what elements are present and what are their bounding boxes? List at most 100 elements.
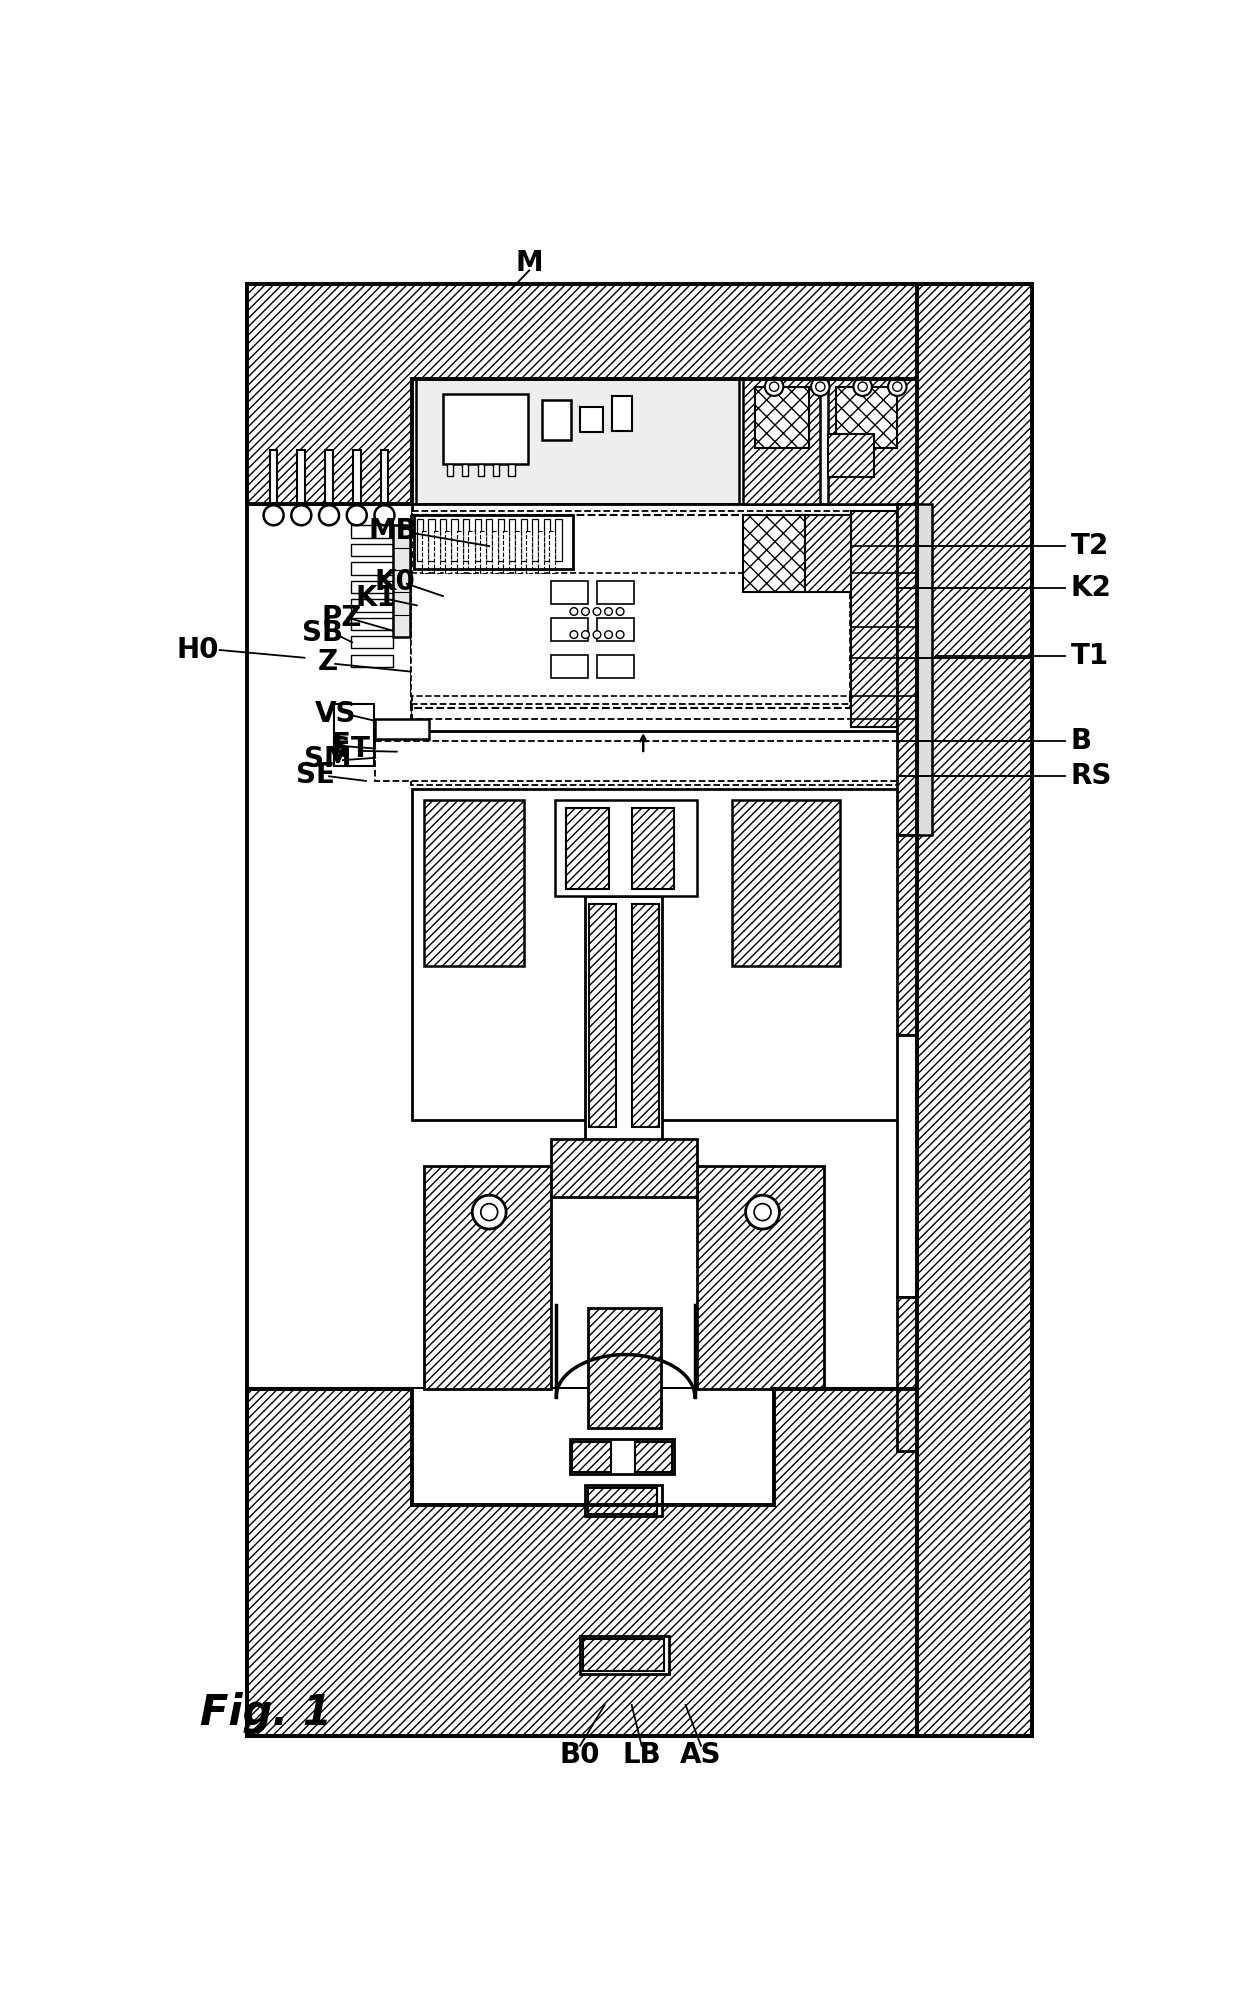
Text: B: B	[1070, 728, 1091, 754]
Bar	[732, 800, 839, 966]
Bar	[898, 1034, 916, 1296]
Text: SB: SB	[301, 619, 342, 647]
Bar	[805, 516, 851, 593]
Bar	[351, 526, 393, 538]
Circle shape	[893, 383, 901, 391]
Text: H0: H0	[177, 635, 219, 663]
Bar	[270, 450, 278, 504]
Bar	[424, 800, 523, 966]
Bar	[491, 530, 497, 573]
Bar	[551, 581, 588, 605]
Bar	[631, 903, 658, 1127]
Bar	[580, 407, 603, 431]
Circle shape	[754, 1204, 771, 1220]
Circle shape	[319, 506, 339, 526]
Bar	[551, 617, 588, 641]
Text: SM: SM	[304, 746, 351, 774]
Bar	[585, 1486, 662, 1516]
Bar	[351, 562, 393, 575]
Text: K0: K0	[374, 569, 415, 597]
Bar	[351, 617, 393, 629]
Bar	[515, 530, 521, 573]
Bar	[583, 1639, 663, 1671]
Bar	[551, 655, 588, 677]
Circle shape	[347, 506, 367, 526]
Bar	[836, 387, 898, 448]
Bar	[325, 450, 332, 504]
Text: E: E	[332, 730, 351, 758]
Circle shape	[472, 1195, 506, 1230]
Bar	[477, 464, 484, 476]
Bar	[351, 544, 393, 556]
Bar	[544, 520, 551, 562]
Bar	[743, 379, 821, 504]
Bar	[393, 526, 410, 637]
Bar	[351, 599, 393, 611]
Circle shape	[605, 631, 613, 639]
Bar	[567, 808, 609, 889]
Bar	[510, 520, 516, 562]
Text: ST: ST	[331, 736, 370, 764]
Bar	[451, 520, 458, 562]
Text: K2: K2	[1070, 575, 1111, 603]
Bar	[596, 617, 634, 641]
Circle shape	[858, 383, 867, 391]
Bar	[417, 379, 739, 504]
Bar	[898, 504, 916, 835]
Circle shape	[593, 631, 601, 639]
Text: LB: LB	[622, 1742, 661, 1768]
Bar	[916, 284, 1032, 1736]
Bar	[551, 1139, 697, 1198]
Bar	[381, 450, 388, 504]
Bar	[463, 520, 469, 562]
Bar	[556, 520, 562, 562]
Bar	[532, 520, 538, 562]
Bar	[247, 284, 916, 504]
Bar	[580, 1635, 668, 1673]
Circle shape	[570, 631, 578, 639]
Circle shape	[582, 631, 589, 639]
Bar	[526, 530, 532, 573]
Bar	[440, 520, 446, 562]
Bar	[445, 530, 451, 573]
Bar	[743, 516, 805, 593]
Bar	[851, 512, 898, 728]
Bar	[635, 1441, 672, 1472]
Circle shape	[582, 607, 589, 615]
Bar	[475, 520, 481, 562]
Text: AS: AS	[681, 1742, 722, 1768]
Bar	[412, 1389, 774, 1504]
Circle shape	[616, 607, 624, 615]
Text: PZ: PZ	[321, 603, 362, 631]
Bar	[298, 450, 305, 504]
Bar	[588, 1308, 661, 1427]
Circle shape	[816, 383, 825, 391]
Circle shape	[770, 383, 779, 391]
Bar	[898, 835, 916, 1034]
Bar	[549, 530, 556, 573]
Bar	[410, 516, 849, 708]
Bar	[542, 399, 570, 439]
Circle shape	[291, 506, 311, 526]
Bar	[334, 704, 373, 766]
Text: M: M	[516, 250, 543, 278]
Text: Z: Z	[317, 647, 337, 675]
Bar	[596, 581, 634, 605]
Bar	[414, 516, 573, 569]
Circle shape	[811, 377, 830, 395]
Bar	[434, 530, 440, 573]
Bar	[410, 573, 849, 696]
Bar	[412, 504, 909, 732]
Circle shape	[745, 1195, 780, 1230]
Circle shape	[616, 631, 624, 639]
Bar	[446, 464, 453, 476]
Bar	[376, 742, 904, 780]
Bar	[589, 903, 616, 1127]
Text: VS: VS	[315, 700, 356, 728]
Bar	[412, 379, 916, 504]
Circle shape	[374, 506, 394, 526]
Text: T2: T2	[1070, 532, 1109, 560]
Circle shape	[605, 607, 613, 615]
Text: SE: SE	[296, 760, 335, 788]
Bar	[538, 530, 544, 573]
